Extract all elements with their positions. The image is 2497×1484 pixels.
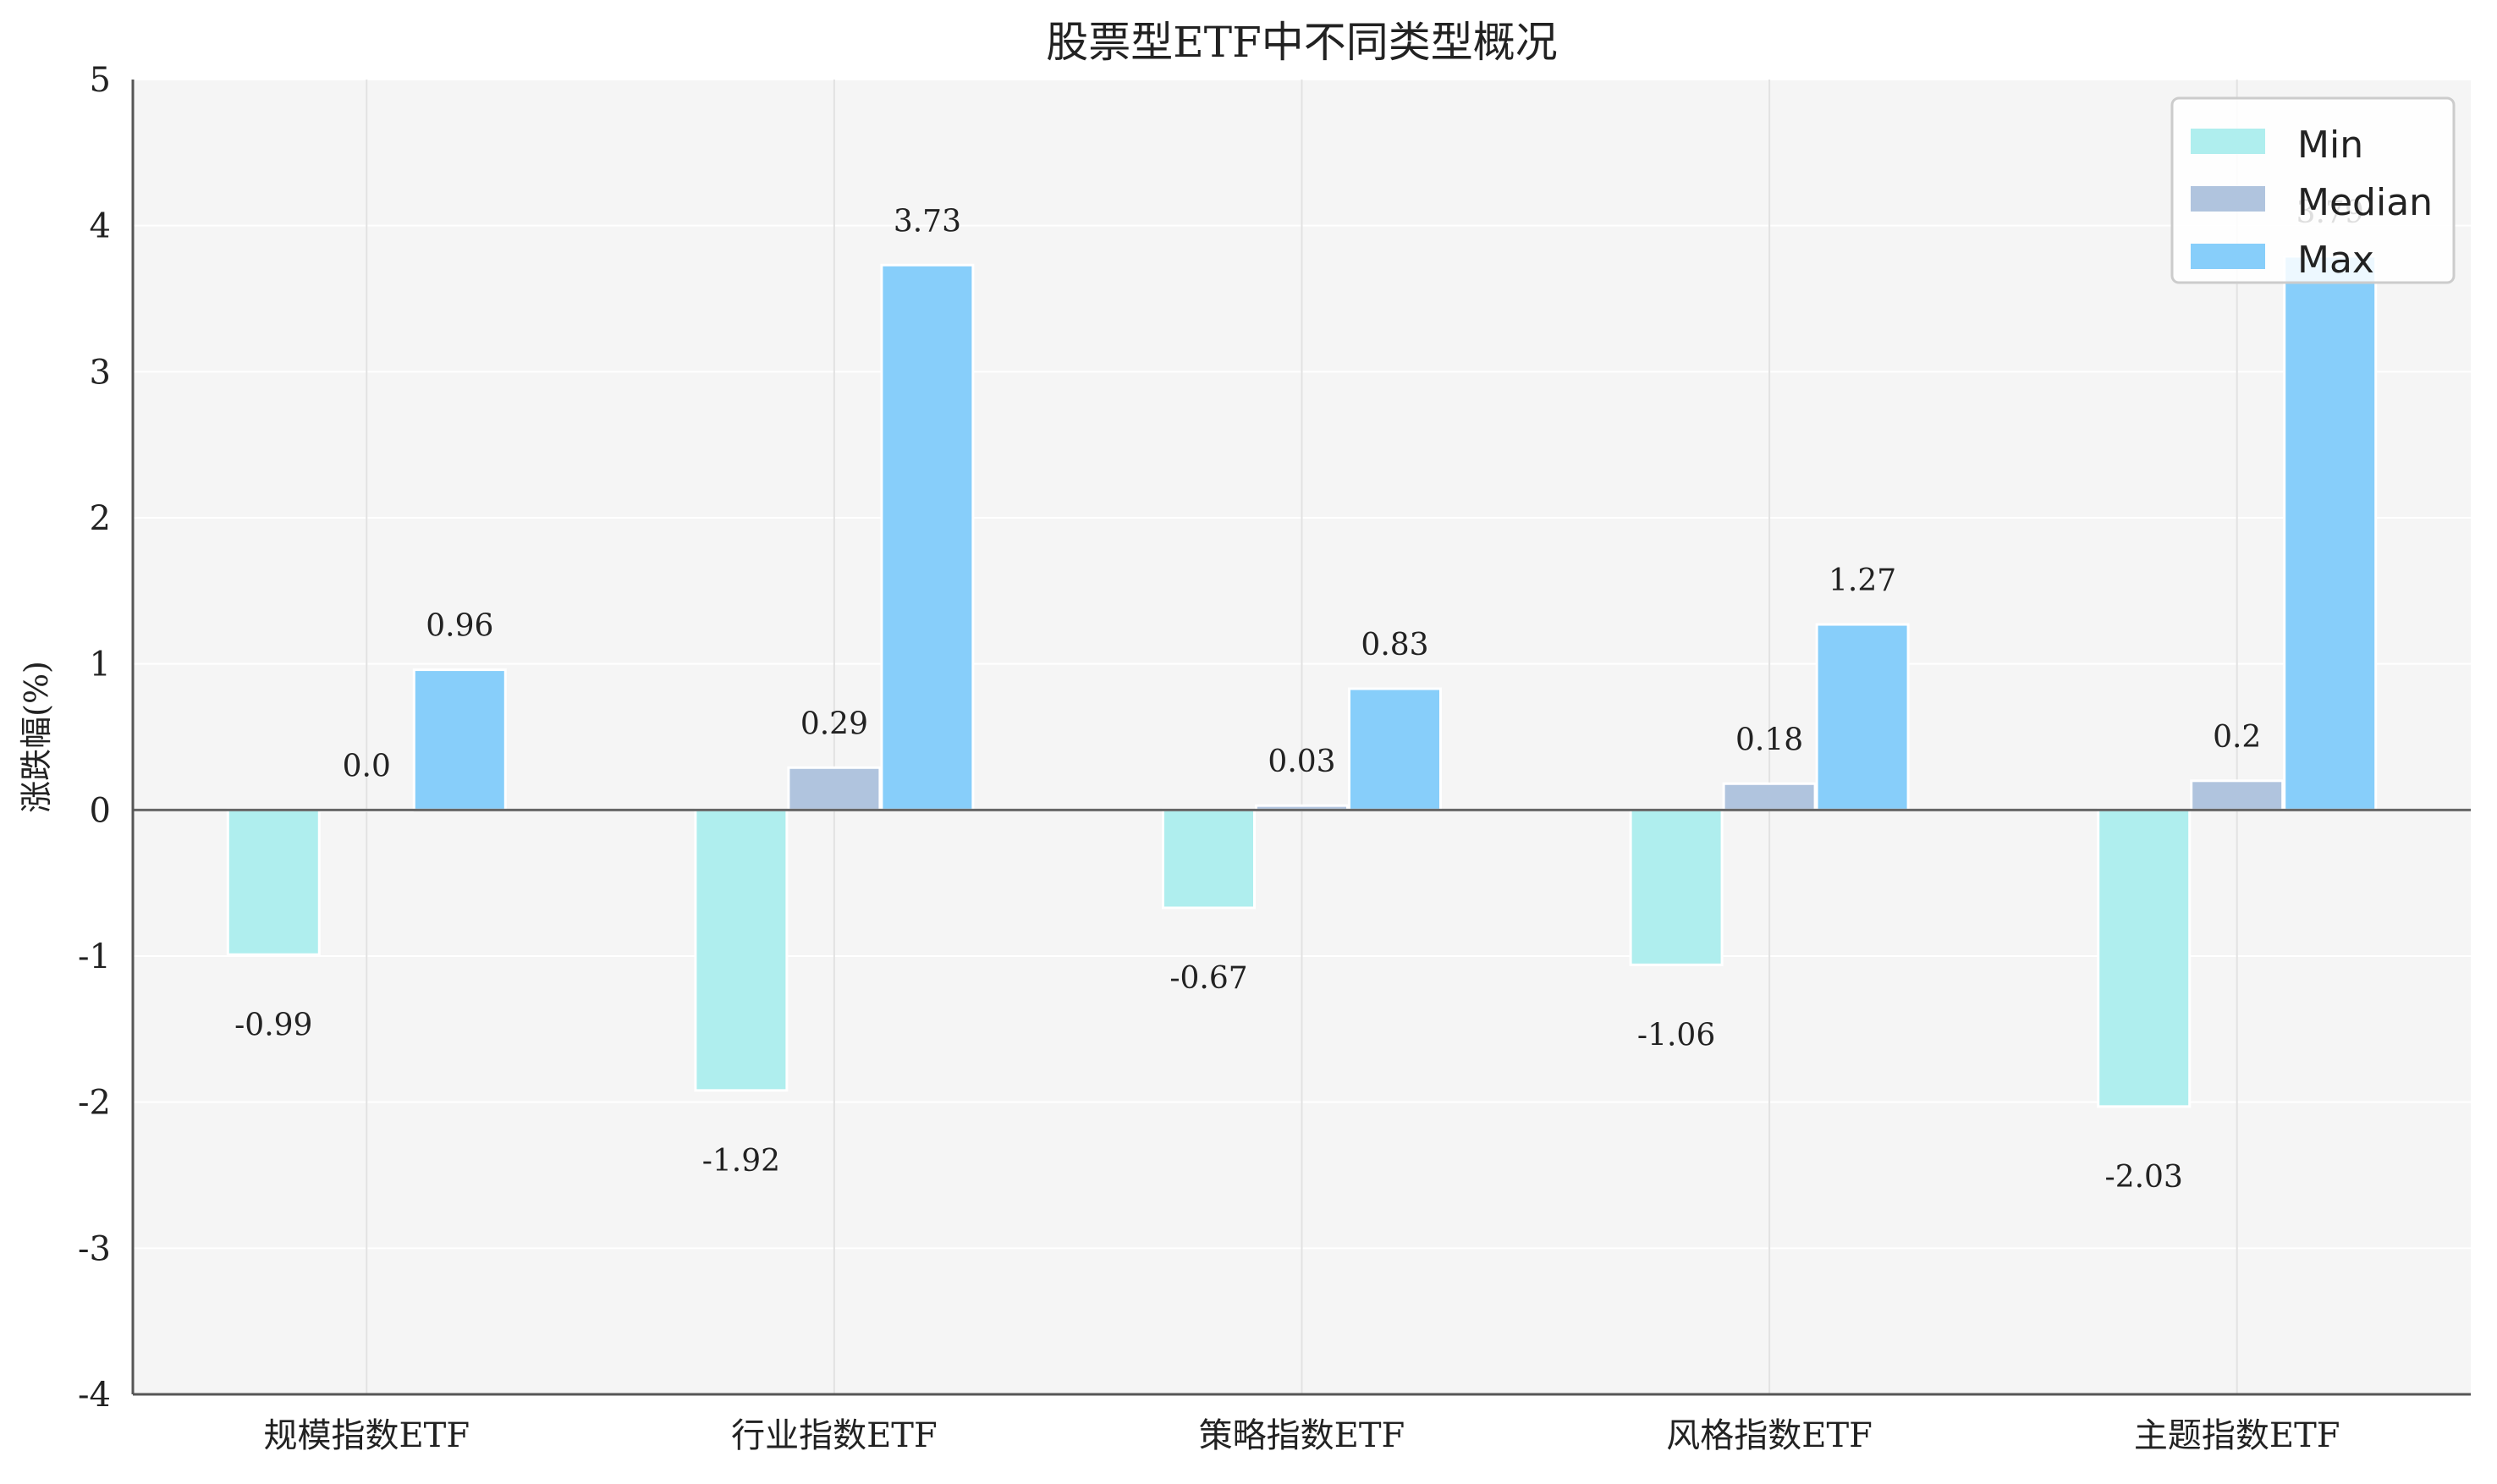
bar-min <box>2097 808 2192 1108</box>
y-tick-label: -1 <box>78 937 111 976</box>
data-label: 0.2 <box>2213 720 2261 755</box>
bar-median <box>1722 782 1817 811</box>
bar-median <box>787 766 882 811</box>
bar-max <box>880 263 975 811</box>
data-label: -0.99 <box>234 1008 312 1042</box>
bars <box>226 255 2378 1108</box>
x-tick-label: 规模指数ETF <box>263 1416 470 1455</box>
y-tick-label: 0 <box>90 791 111 830</box>
data-label: -2.03 <box>2105 1160 2183 1195</box>
bar-min <box>1629 808 1724 966</box>
y-tick-label: 3 <box>90 353 111 392</box>
legend-swatch <box>2191 244 2265 269</box>
bar-min <box>1162 808 1256 910</box>
data-label: 0.29 <box>800 706 868 741</box>
x-tick-label: 策略指数ETF <box>1199 1416 1405 1455</box>
x-tick-label: 主题指数ETF <box>2134 1416 2340 1455</box>
data-label: 0.0 <box>343 749 391 783</box>
y-tick-label: -2 <box>78 1084 111 1123</box>
y-tick-label: 1 <box>90 646 111 684</box>
bar-median <box>2190 779 2285 811</box>
data-label: 0.83 <box>1361 628 1428 662</box>
data-label: 3.73 <box>894 204 961 239</box>
bar-max <box>1815 623 1910 811</box>
y-tick-label: 2 <box>90 499 111 538</box>
y-tick-label: 5 <box>90 61 111 100</box>
data-label: 0.96 <box>426 609 493 644</box>
data-label: 0.03 <box>1268 745 1335 779</box>
legend-label: Max <box>2297 239 2374 282</box>
legend-swatch <box>2191 186 2265 212</box>
legend-swatch <box>2191 129 2265 154</box>
data-label: -1.92 <box>702 1144 780 1179</box>
bar-min <box>694 808 789 1092</box>
data-label: -0.67 <box>1169 961 1247 996</box>
chart-title: 股票型ETF中不同类型概况 <box>1046 18 1558 67</box>
data-label: 0.18 <box>1735 723 1803 757</box>
y-axis-label: 涨跌幅(%) <box>18 661 55 813</box>
bar-min <box>226 808 321 956</box>
legend-label: Median <box>2297 181 2433 224</box>
bar-max <box>2283 255 2378 811</box>
legend-label: Min <box>2297 124 2363 167</box>
x-tick-label: 行业指数ETF <box>731 1416 938 1455</box>
y-tick-label: 4 <box>90 207 111 246</box>
y-tick-label: -3 <box>78 1229 111 1268</box>
bar-max <box>412 668 507 811</box>
data-label: -1.06 <box>1637 1018 1715 1053</box>
bar-max <box>1348 687 1442 811</box>
x-tick-label: 风格指数ETF <box>1666 1416 1873 1455</box>
y-tick-label: -4 <box>78 1376 111 1415</box>
data-label: 1.27 <box>1829 563 1896 598</box>
axes: -4 -3 -2 -1 0 1 2 3 4 5 规模指数ETF 行业指数ETF 策略指数ETF 风格指数E… <box>78 61 2471 1455</box>
legend: Min Median Max <box>2170 96 2456 284</box>
